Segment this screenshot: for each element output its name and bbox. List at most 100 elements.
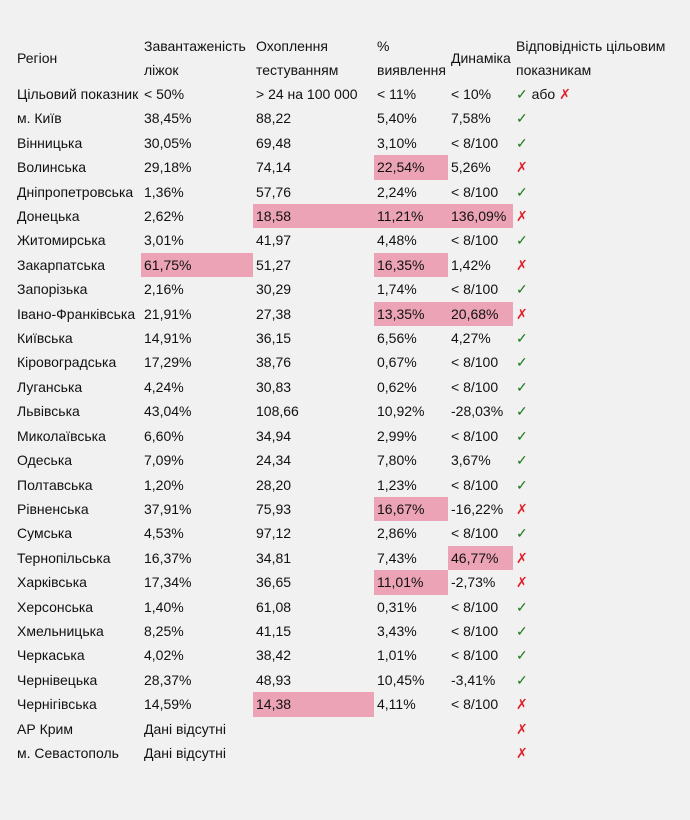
cell-pct: 0,62%: [377, 378, 417, 395]
cell-bed: 4,02%: [144, 647, 184, 664]
region-name: Хмельницька: [17, 622, 104, 639]
cell-pct: 1,23%: [377, 476, 417, 493]
cell-bed: 6,60%: [144, 427, 184, 444]
cell-bed: 28,37%: [144, 671, 192, 688]
cell-pct: 16,67%: [374, 496, 448, 522]
cross-icon: ✗: [516, 305, 528, 322]
header-dynamics: Динаміка: [451, 50, 511, 66]
table-row: Рівненська 37,91% 75,93 16,67% -16,22% ✗: [14, 496, 689, 522]
cell-pct: 22,54%: [374, 155, 448, 180]
check-icon: ✓: [516, 622, 528, 639]
cell-dyn: -28,03%: [451, 403, 504, 420]
cell-dyn: < 8/100: [451, 622, 499, 639]
cell-pct: 5,40%: [377, 110, 417, 127]
cell-bed: 38,45%: [144, 110, 192, 127]
header-test-coverage: Охоплення тестуванням: [256, 38, 339, 78]
table-row: Полтавська 1,20% 28,20 1,23% < 8/100 ✓: [14, 473, 689, 497]
table-row: Одеська 7,09% 24,34 7,80% 3,67% ✓: [14, 448, 689, 472]
cell-bed: 7,09%: [144, 452, 184, 469]
table-row: Донецька 2,62% 18,58 11,21% 136,09% ✗: [14, 204, 689, 229]
region-name: Тернопільська: [17, 549, 111, 566]
cell-bed: 2,16%: [144, 281, 184, 298]
cell-dyn: < 8/100: [451, 378, 499, 395]
cross-icon: ✗: [516, 256, 528, 273]
region-name: Запорізька: [17, 281, 88, 298]
cell-dyn: 4,27%: [451, 330, 491, 347]
cell-dyn: 7,58%: [451, 110, 491, 127]
table-row: Київська 14,91% 36,15 6,56% 4,27% ✓: [14, 326, 689, 350]
region-name: Чернівецька: [17, 671, 98, 688]
cell-dyn: < 8/100: [451, 134, 499, 151]
cell-pct: [374, 741, 448, 765]
region-name: Сумська: [17, 525, 73, 542]
cell-pct: 6,56%: [377, 330, 417, 347]
cell-bed: 21,91%: [144, 305, 192, 322]
table-row: Чернігівська 14,59% 14,38 4,11% < 8/100 ✗: [14, 692, 689, 717]
check-icon: ✓: [516, 427, 528, 444]
cell-dyn: < 8/100: [451, 281, 499, 298]
cell-pct: 7,80%: [377, 452, 417, 469]
table-row: Тернопільська 16,37% 34,81 7,43% 46,77% ✗: [14, 545, 689, 571]
cell-pct: [374, 717, 448, 741]
regions-table: Регіон Завантаженість ліжок Охоплення те…: [14, 34, 689, 765]
cell-test: 41,15: [256, 622, 292, 639]
target-row: Цільовий показник < 50% > 24 на 100 000 …: [14, 82, 689, 106]
cell-pct: 16,35%: [374, 252, 448, 278]
table-row: Львівська 43,04% 108,66 10,92% -28,03% ✓: [14, 399, 689, 423]
cell-test: 75,93: [256, 500, 292, 517]
region-name: Донецька: [17, 208, 80, 225]
check-icon: ✓: [516, 403, 528, 420]
cell-test: 61,08: [256, 598, 292, 615]
region-name: Житомирська: [17, 232, 106, 249]
table-row: Черкаська 4,02% 38,42 1,01% < 8/100 ✓: [14, 643, 689, 667]
region-name: Миколаївська: [17, 427, 106, 444]
cell-test: 57,76: [256, 183, 292, 200]
region-name: м. Київ: [17, 110, 62, 127]
cell-test: 108,66: [256, 403, 299, 420]
cell-dyn: < 8/100: [451, 476, 499, 493]
cell-bed: 1,40%: [144, 598, 184, 615]
cell-bed: 30,05%: [144, 134, 192, 151]
cell-pct: 3,43%: [377, 622, 417, 639]
cell-pct: 1,74%: [377, 281, 417, 298]
table-row: Житомирська 3,01% 41,97 4,48% < 8/100 ✓: [14, 228, 689, 252]
table-row: Луганська 4,24% 30,83 0,62% < 8/100 ✓: [14, 375, 689, 399]
cross-icon: ✗: [516, 159, 528, 176]
or-text: або: [531, 86, 556, 102]
cell-test: 24,34: [256, 452, 292, 469]
cell-test: 30,29: [256, 281, 292, 298]
cross-icon: ✗: [516, 574, 528, 591]
table-row: Миколаївська 6,60% 34,94 2,99% < 8/100 ✓: [14, 424, 689, 448]
cell-test: 18,58: [253, 204, 374, 229]
check-icon: ✓: [516, 452, 528, 469]
check-icon: ✓: [516, 525, 528, 542]
cross-icon: ✗: [516, 500, 528, 517]
cell-pct: 7,43%: [377, 549, 417, 566]
cell-bed: 4,24%: [144, 378, 184, 395]
check-icon: ✓: [516, 232, 528, 249]
cell-dyn: [448, 741, 513, 765]
cell-dyn: < 8/100: [451, 427, 499, 444]
cross-icon: ✗: [516, 744, 528, 761]
cell-bed: 16,37%: [144, 549, 192, 566]
cell-bed: 3,01%: [144, 232, 184, 249]
cell-pct: 4,48%: [377, 232, 417, 249]
check-icon: ✓: [516, 671, 528, 688]
cell-dyn: < 8/100: [451, 183, 499, 200]
cell-test: 97,12: [256, 525, 292, 542]
cell-test: 34,94: [256, 427, 292, 444]
cell-pct: 4,11%: [377, 696, 416, 713]
region-name: Одеська: [17, 452, 73, 469]
region-name: Чернігівська: [17, 696, 97, 713]
region-name: Івано-Франківська: [17, 305, 136, 322]
table-row: Чернівецька 28,37% 48,93 10,45% -3,41% ✓: [14, 668, 689, 692]
check-icon: ✓: [516, 647, 528, 664]
cell-pct: 13,35%: [374, 301, 448, 327]
header-detection: % виявлення: [377, 38, 446, 78]
check-icon: ✓: [516, 330, 528, 347]
cell-bed: 17,29%: [144, 354, 192, 371]
table-row: м. Київ 38,45% 88,22 5,40% 7,58% ✓: [14, 106, 689, 130]
cell-test: 28,20: [256, 476, 292, 493]
cell-dyn: 136,09%: [448, 204, 513, 229]
table-row: Харківська 17,34% 36,65 11,01% -2,73% ✗: [14, 570, 689, 595]
